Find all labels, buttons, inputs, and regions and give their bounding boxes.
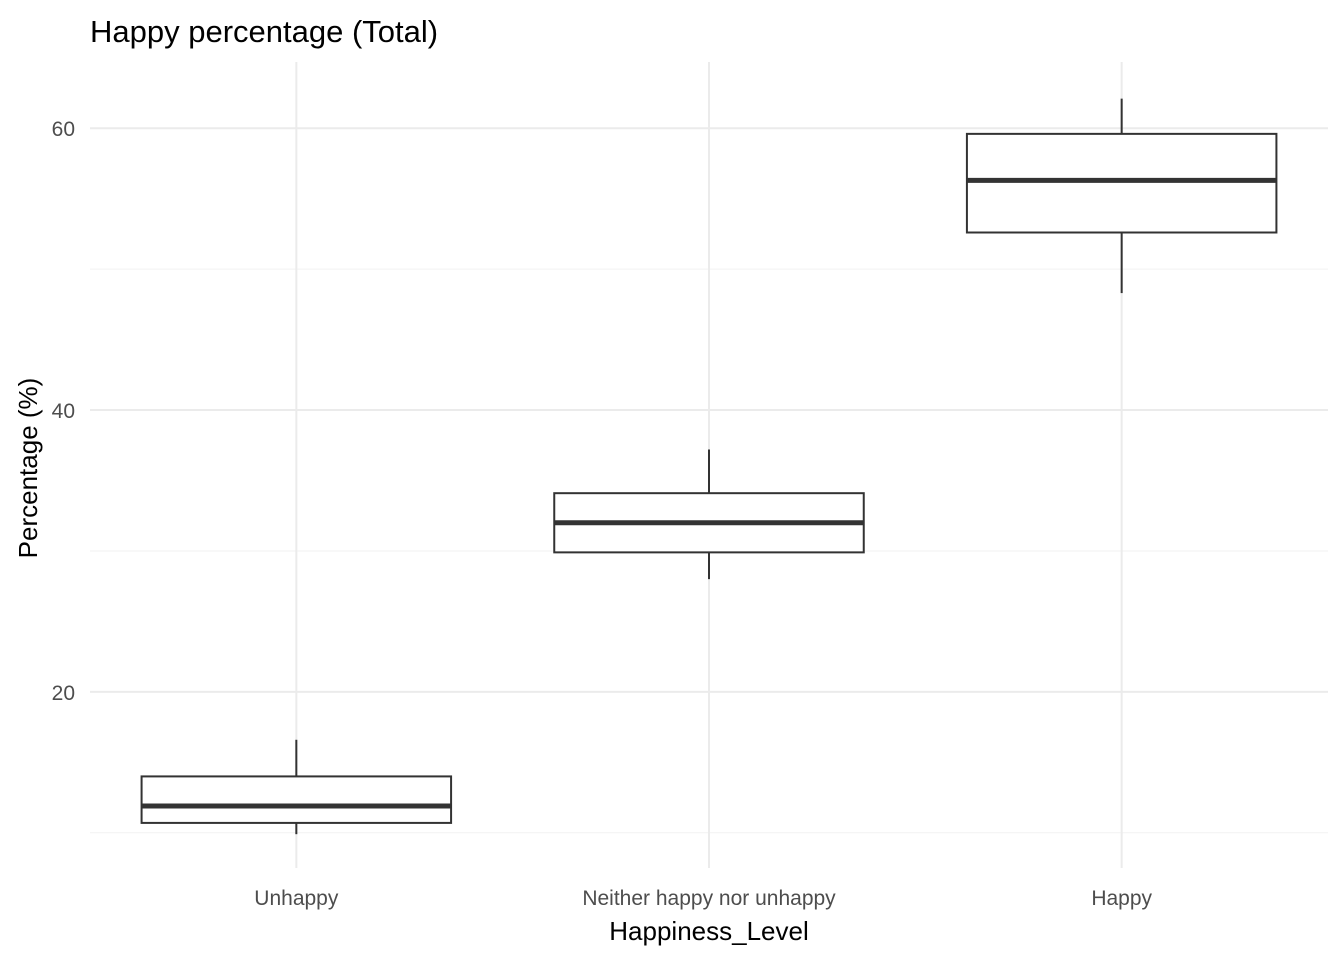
iqr-box [965,132,1278,234]
boxes [140,98,1278,835]
chart-title: Happy percentage (Total) [90,14,438,49]
x-tick-label: Happy [1091,887,1152,910]
box-neither-happy-nor-unhappy [553,449,865,580]
y-tick-label: 60 [52,118,75,141]
y-tick-label: 20 [52,682,75,705]
y-axis-title: Percentage (%) [13,378,43,559]
x-axis-ticks: Unhappy Neither happy nor unhappy Happy [254,887,1152,910]
box-unhappy [140,739,453,835]
x-axis-title: Happiness_Level [609,916,808,946]
grid [90,62,1328,868]
y-axis-ticks: 20 40 60 [52,118,75,705]
y-tick-label: 40 [52,400,75,423]
x-tick-label: Unhappy [254,887,339,910]
box-happy [965,98,1278,294]
x-tick-label: Neither happy nor unhappy [582,887,836,910]
iqr-box [140,775,453,824]
